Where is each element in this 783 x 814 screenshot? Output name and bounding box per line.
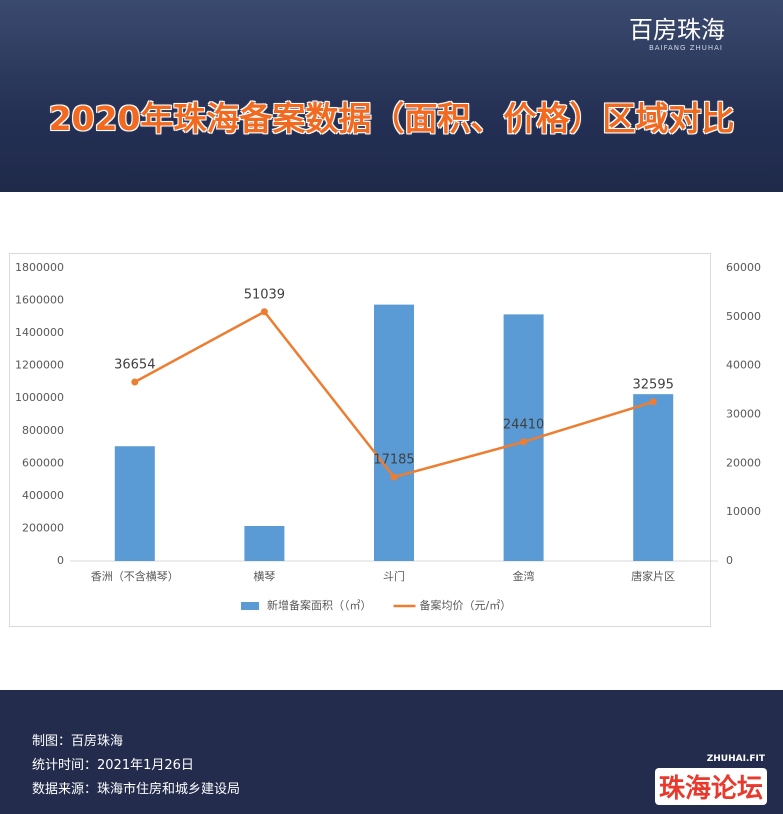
y2-tick-label: 20000 <box>726 456 761 469</box>
brand-sub: BAIFANG ZHUHAI <box>648 44 723 52</box>
legend-swatch <box>241 602 259 610</box>
data-label: 24410 <box>503 417 544 432</box>
y-tick-label: 200000 <box>22 521 64 534</box>
x-tick-label: 斗门 <box>383 569 405 583</box>
y2-tick-label: 40000 <box>726 359 761 372</box>
brand: 百房珠海 <box>629 16 725 44</box>
footer: 制图：百房珠海 统计时间：2021年1月26日 数据来源：珠海市住房和城乡建设局… <box>0 690 783 814</box>
data-label: 51039 <box>244 287 285 302</box>
x-tick-label: 横琴 <box>253 569 275 583</box>
logo-text: 珠海论坛 <box>654 768 767 805</box>
point <box>649 398 657 406</box>
y-tick-label: 1400000 <box>15 326 64 339</box>
data-label: 32595 <box>633 377 674 392</box>
point <box>131 378 139 386</box>
data-label: 17185 <box>373 453 414 468</box>
header: 百房珠海 BAIFANG ZHUHAI 2020年珠海备案数据（面积、价格）区域… <box>0 0 783 192</box>
y2-tick-label: 10000 <box>726 505 761 518</box>
footer-line: 制图：百房珠海 <box>32 734 124 749</box>
point <box>260 308 268 316</box>
y-tick-label: 600000 <box>22 456 64 469</box>
chart-frame <box>9 253 711 627</box>
y-tick-label: 400000 <box>22 489 64 502</box>
y-tick-label: 1800000 <box>15 261 64 274</box>
y-tick-label: 0 <box>57 554 64 567</box>
x-tick-label: 金湾 <box>513 569 535 583</box>
y-tick-label: 1200000 <box>15 359 64 372</box>
footer-line: 数据来源：珠海市住房和城乡建设局 <box>32 782 241 797</box>
chart: 0200000400000600000800000100000012000001… <box>9 253 761 627</box>
y-tick-label: 1600000 <box>15 294 64 307</box>
bar <box>244 526 285 561</box>
x-tick-label: 香洲（不含横琴） <box>91 569 179 583</box>
y2-tick-label: 60000 <box>726 261 761 274</box>
point <box>520 438 528 446</box>
logo: ZHUHAI.FIT <box>706 754 765 764</box>
bar <box>633 394 674 561</box>
y-tick-label: 1000000 <box>15 391 64 404</box>
legend-label: 备案均价（元/㎡） <box>420 598 512 612</box>
y2-tick-label: 50000 <box>726 310 761 323</box>
point <box>390 473 398 481</box>
chart-title: 2020年珠海备案数据（面积、价格）区域对比 <box>48 99 735 138</box>
y2-tick-label: 0 <box>726 554 733 567</box>
bar <box>114 446 155 561</box>
data-label: 36654 <box>114 358 155 373</box>
y2-tick-label: 30000 <box>726 408 761 421</box>
bar <box>374 304 414 561</box>
y-tick-label: 800000 <box>22 424 64 437</box>
legend-label: 新增备案面积（（㎡） <box>267 598 372 612</box>
footer-line: 统计时间：2021年1月26日 <box>32 758 194 773</box>
x-tick-label: 唐家片区 <box>631 569 675 583</box>
